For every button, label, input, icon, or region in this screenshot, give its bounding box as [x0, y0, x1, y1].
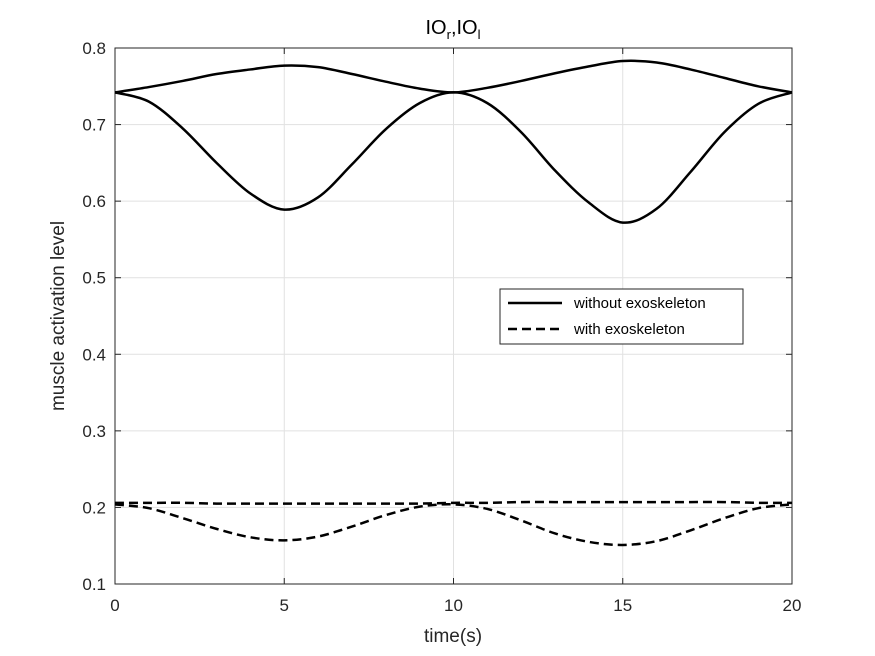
x-axis-label: time(s) — [424, 626, 482, 647]
series-line-1 — [114, 91, 793, 224]
title-main-2: IO — [457, 17, 478, 39]
y-tick-label: 0.4 — [82, 345, 106, 364]
y-tick-label: 0.6 — [82, 192, 106, 211]
x-tick-label: 0 — [110, 596, 119, 615]
title-separator: , — [451, 17, 457, 39]
series-line-3 — [114, 503, 793, 547]
y-tick-label: 0.5 — [82, 269, 106, 288]
y-tick-label: 0.3 — [82, 422, 106, 441]
legend-box — [499, 288, 744, 345]
title-main-1: IO — [425, 17, 446, 39]
series-line-2 — [115, 500, 793, 505]
x-tick-label: 10 — [444, 596, 463, 615]
y-tick-label: 0.8 — [82, 39, 106, 58]
y-tick-label: 0.1 — [82, 575, 106, 594]
legend: without exoskeleton with exoskeleton — [499, 288, 744, 345]
legend-label-without: without exoskeleton — [573, 295, 706, 312]
legend-label-with: with exoskeleton — [573, 321, 685, 338]
y-axis-label: muscle activation level — [48, 221, 69, 411]
x-tick-label: 5 — [280, 596, 289, 615]
tick-layer: 0 5 10 15 20 0.1 0.2 0.3 0.4 0.5 0.6 0.7 0.8 — [82, 39, 801, 615]
series-layer — [114, 59, 793, 547]
chart-title: IOr,IOl — [425, 17, 480, 42]
x-tick-label: 20 — [783, 596, 802, 615]
x-tick-label: 15 — [613, 596, 632, 615]
y-tick-label: 0.2 — [82, 498, 106, 517]
title-sub-2: l — [478, 27, 481, 42]
title-sub-1: r — [447, 27, 452, 42]
y-tick-label: 0.7 — [82, 116, 106, 135]
